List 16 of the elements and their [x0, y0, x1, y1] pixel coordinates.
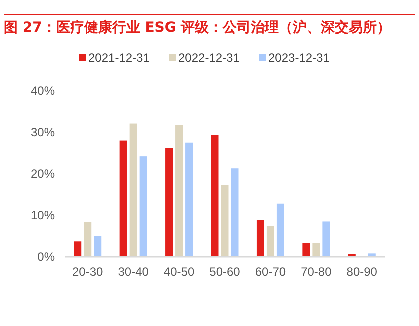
x-tick-label: 50-60: [210, 265, 241, 279]
y-tick-label: 30%: [30, 126, 56, 140]
x-tick-label: 40-50: [164, 265, 195, 279]
legend-label: 2021-12-31: [88, 51, 150, 65]
x-tick-label: 60-70: [255, 265, 286, 279]
legend-label: 2022-12-31: [178, 51, 240, 65]
x-tick-label: 30-40: [118, 265, 150, 279]
x-tick-label: 70-80: [301, 265, 332, 279]
x-tick-label: 80-90: [346, 265, 378, 279]
x-tick-label: 20-30: [72, 265, 104, 279]
chart-title: 图 27：医疗健康行业 ESG 评级：公司治理（沪、深交易所）: [4, 14, 415, 37]
y-tick-label: 40%: [30, 84, 56, 98]
legend-label: 2023-12-31: [268, 51, 330, 65]
y-tick-label: 20%: [30, 167, 56, 181]
y-tick-label: 10%: [30, 208, 56, 222]
y-tick-label: 0%: [38, 250, 56, 264]
